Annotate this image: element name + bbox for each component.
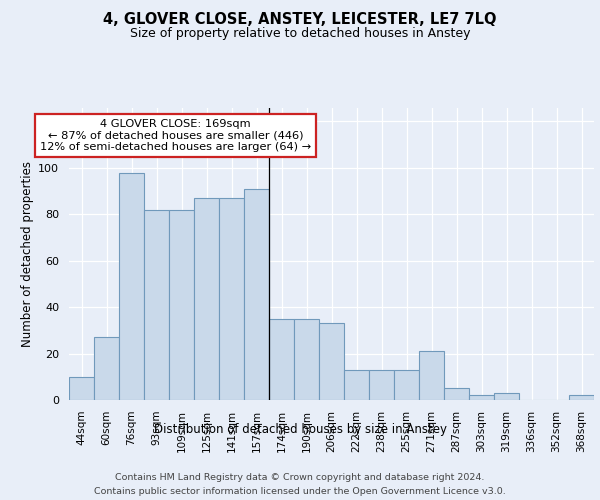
- Bar: [344, 370, 369, 400]
- Bar: [419, 351, 444, 400]
- Bar: [319, 324, 344, 400]
- Bar: [469, 396, 494, 400]
- Bar: [294, 319, 319, 400]
- Text: 4 GLOVER CLOSE: 169sqm
← 87% of detached houses are smaller (446)
12% of semi-de: 4 GLOVER CLOSE: 169sqm ← 87% of detached…: [40, 119, 311, 152]
- Bar: [269, 319, 294, 400]
- Bar: [119, 172, 144, 400]
- Text: Distribution of detached houses by size in Anstey: Distribution of detached houses by size …: [154, 422, 446, 436]
- Bar: [169, 210, 194, 400]
- Bar: [194, 198, 219, 400]
- Bar: [144, 210, 169, 400]
- Bar: [219, 198, 244, 400]
- Bar: [369, 370, 394, 400]
- Bar: [569, 396, 594, 400]
- Text: Size of property relative to detached houses in Anstey: Size of property relative to detached ho…: [130, 28, 470, 40]
- Bar: [394, 370, 419, 400]
- Bar: [69, 377, 94, 400]
- Y-axis label: Number of detached properties: Number of detached properties: [21, 161, 34, 347]
- Bar: [494, 393, 519, 400]
- Text: 4, GLOVER CLOSE, ANSTEY, LEICESTER, LE7 7LQ: 4, GLOVER CLOSE, ANSTEY, LEICESTER, LE7 …: [103, 12, 497, 28]
- Bar: [94, 338, 119, 400]
- Text: Contains public sector information licensed under the Open Government Licence v3: Contains public sector information licen…: [94, 488, 506, 496]
- Bar: [444, 388, 469, 400]
- Text: Contains HM Land Registry data © Crown copyright and database right 2024.: Contains HM Land Registry data © Crown c…: [115, 472, 485, 482]
- Bar: [244, 189, 269, 400]
